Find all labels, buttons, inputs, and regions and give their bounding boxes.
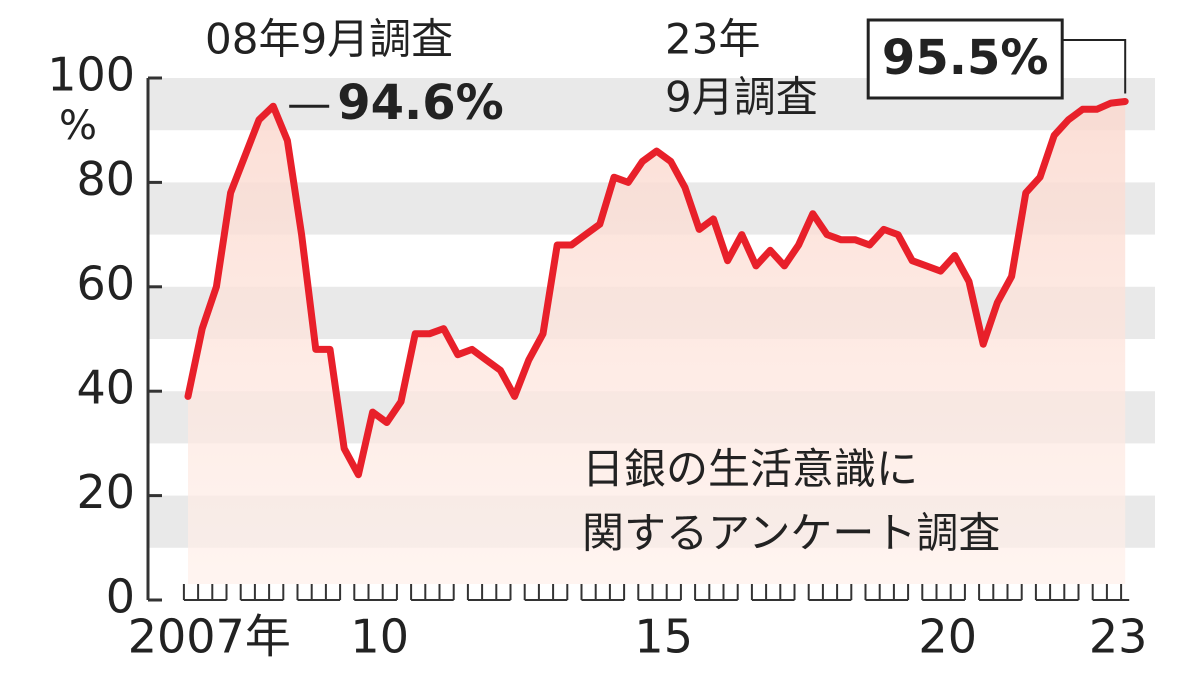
value-label: 95.5% [882, 30, 1049, 86]
value-label: 94.6% [337, 75, 504, 131]
label-box [866, 18, 1064, 100]
y-tick-label: 40 [76, 361, 135, 415]
y-tick-label: 80 [76, 152, 135, 206]
x-tick-label: 15 [634, 610, 693, 664]
annotation: 08年9月調査 [205, 15, 453, 64]
y-tick-label: 100 [47, 48, 135, 102]
source-note: 関するアンケート調査 [582, 509, 1000, 558]
y-tick-label: 20 [76, 465, 135, 519]
x-tick-label: 10 [350, 610, 409, 664]
leader [1062, 39, 1127, 94]
source-note: 日銀の生活意識に [582, 445, 918, 494]
x-tick-label: 2007年 [128, 610, 291, 664]
y-tick-label: 60 [76, 256, 135, 310]
y-tick-label: 0 [106, 570, 135, 624]
annotation: 9月調査 [665, 73, 818, 122]
line [184, 98, 1129, 479]
area-fill [188, 101, 1126, 584]
x-tick-label: 23 [1089, 610, 1148, 664]
x-tick-label: 20 [918, 610, 977, 664]
y-unit: % [59, 103, 97, 149]
annotation: 23年 [665, 15, 760, 64]
